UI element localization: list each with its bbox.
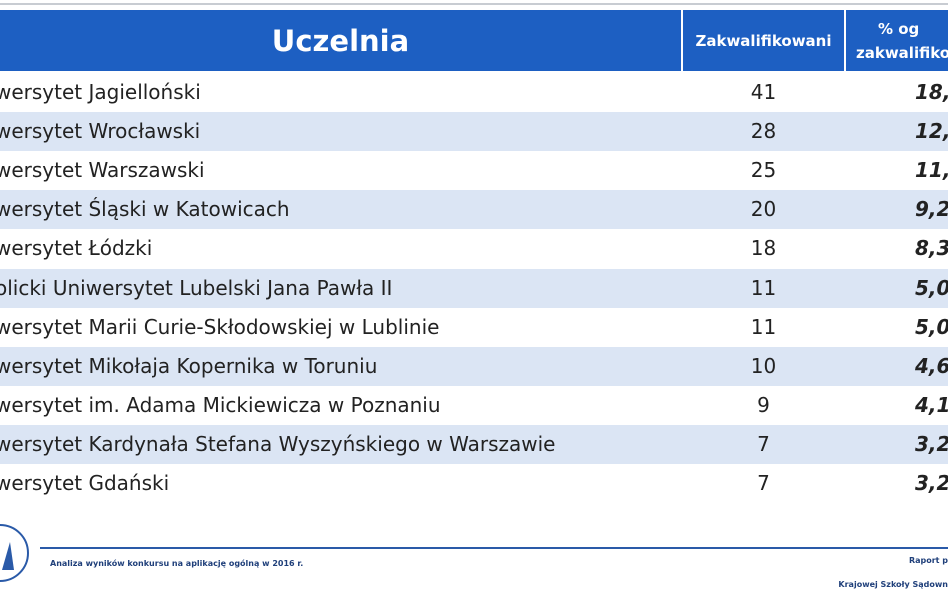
percent-cell: 12, (915, 119, 948, 144)
name-cell: wersytet im. Adama Mickiewicza w Poznani… (0, 392, 441, 417)
name-cell: wersytet Mikołaja Kopernika w Toruniu (0, 353, 378, 378)
name-cell: wersytet Marii Curie-Skłodowskiej w Lubl… (0, 314, 440, 339)
count-cell: 11 (750, 275, 777, 300)
percent-cell: 3,2 (915, 471, 948, 495)
footer-rule (40, 547, 948, 549)
name-cell: wersytet Jagielloński (0, 80, 201, 104)
percent-cell: 11, (915, 158, 948, 183)
top-rule (0, 3, 948, 5)
table-row: wersytet Warszawski 25 11, (0, 151, 948, 191)
name-cell: wersytet Śląski w Katowicach (0, 197, 290, 222)
count-cell: 9 (757, 392, 770, 417)
name-cell: wersytet Wrocławski (0, 119, 201, 144)
table-row: wersytet Śląski w Katowicach 20 9,2 (0, 190, 948, 230)
count-cell: 7 (757, 431, 770, 456)
count-cell: 18 (750, 236, 777, 261)
count-cell: 41 (750, 80, 777, 104)
percent-cell: 5,0 (915, 314, 948, 339)
count-cell: 11 (750, 314, 777, 339)
count-cell: 28 (750, 119, 777, 144)
count-cell: 10 (750, 353, 777, 378)
percent-cell: 8,3 (915, 236, 948, 261)
footer-right: Raport p (908, 556, 948, 565)
percent-cell: 4,1 (915, 392, 948, 417)
count-cell: 7 (757, 471, 770, 495)
header-cell: Uczelnia (0, 10, 681, 71)
count-cell: 25 (750, 158, 777, 183)
percent-cell: 4,6 (915, 353, 948, 378)
table-row: wersytet Gdański 7 3,2 (0, 464, 948, 503)
header-text: % og (878, 19, 920, 38)
count-cell: 20 (750, 197, 777, 222)
header-cell: Zakwalifikowani (683, 10, 844, 71)
percent-cell: 3,2 (915, 431, 948, 456)
header-text: zakwalifiko (856, 43, 948, 62)
percent-cell: 5,0 (915, 275, 948, 300)
table-row: wersytet Kardynała Stefana Wyszyńskiego … (0, 424, 948, 464)
name-cell: wersytet Łódzki (0, 236, 153, 261)
table-row: wersytet Wrocławski 28 12, (0, 112, 948, 152)
name-cell: wersytet Kardynała Stefana Wyszyńskiego … (0, 431, 556, 456)
footer-left: Analiza wyników konkursu na aplikację og… (50, 559, 304, 568)
percent-cell: 9,2 (915, 197, 948, 222)
table-row: wersytet Jagielloński 41 18, (0, 73, 948, 112)
table-row: wersytet Marii Curie-Skłodowskiej w Lubl… (0, 307, 948, 347)
percent-cell: 18, (915, 80, 948, 104)
logo (0, 524, 29, 582)
table-row: wersytet im. Adama Mickiewicza w Poznani… (0, 385, 948, 425)
table-row: wersytet Mikołaja Kopernika w Toruniu 10 4… (0, 346, 948, 386)
table-row: olicki Uniwersytet Lubelski Jana Pawła I… (0, 268, 948, 308)
name-cell: olicki Uniwersytet Lubelski Jana Pawła I… (0, 275, 393, 300)
footer-right: Krajowej Szkoły Sądown (838, 580, 948, 589)
name-cell: wersytet Warszawski (0, 158, 205, 183)
table-row: wersytet Łódzki 18 8,3 (0, 229, 948, 269)
header-cell: % og zakwalifiko (846, 10, 948, 71)
name-cell: wersytet Gdański (0, 471, 170, 495)
